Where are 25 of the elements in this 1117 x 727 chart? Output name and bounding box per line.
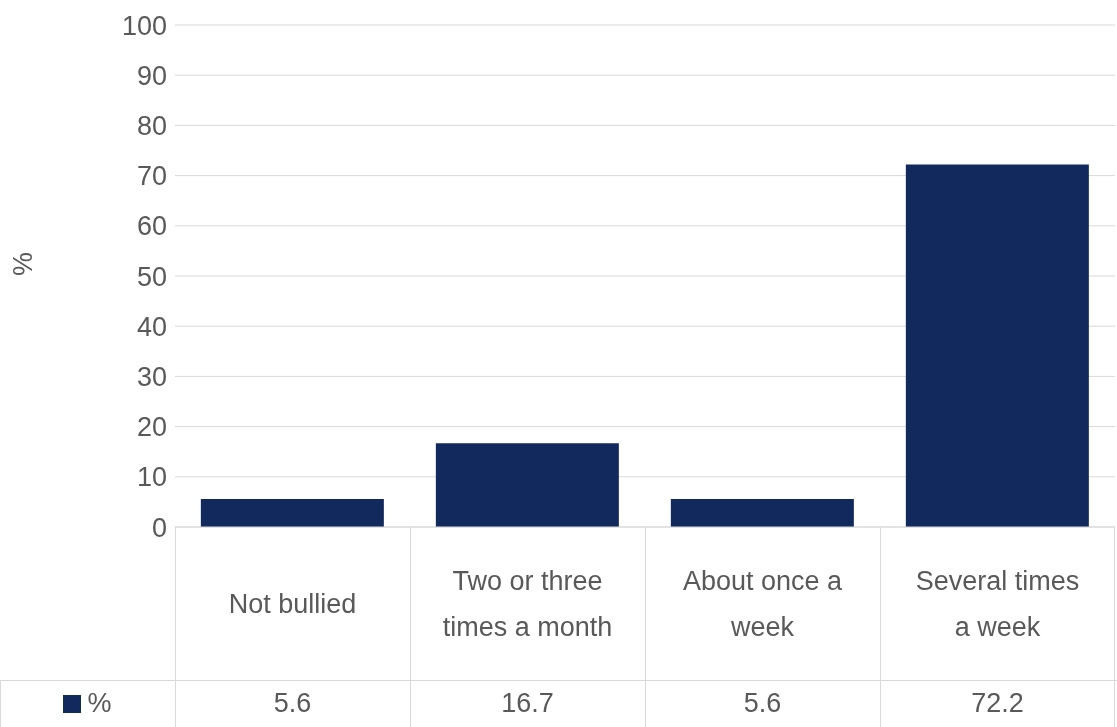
y-tick-label: 0 — [151, 512, 167, 543]
y-tick-label: 60 — [136, 211, 167, 242]
bar — [200, 498, 384, 527]
y-tick-label: 90 — [136, 60, 167, 91]
y-tick-label: 80 — [136, 110, 167, 141]
bar — [670, 498, 854, 527]
data-label: 5.6 — [742, 687, 783, 720]
x-tick-label: Not bullied — [228, 588, 357, 619]
y-tick-label: 10 — [136, 462, 167, 493]
y-tick-label: 50 — [136, 261, 167, 292]
x-tick-label: Two or three times a month — [442, 565, 613, 642]
data-label: 72.2 — [970, 687, 1025, 720]
y-tick-label: 70 — [136, 161, 167, 192]
y-tick-label: 100 — [121, 10, 167, 41]
y-tick-label: 40 — [136, 311, 167, 342]
y-tick-label: 30 — [136, 361, 167, 392]
bar — [435, 443, 619, 527]
legend-label: % — [87, 688, 112, 719]
y-tick-label: 20 — [136, 412, 167, 443]
y-axis-title: % — [7, 251, 38, 276]
data-label: 16.7 — [500, 687, 555, 720]
x-tick-label: About once a week — [682, 565, 844, 642]
x-tick-label: Several times a week — [915, 565, 1080, 642]
bar — [905, 164, 1089, 527]
data-label: 5.6 — [272, 687, 313, 720]
